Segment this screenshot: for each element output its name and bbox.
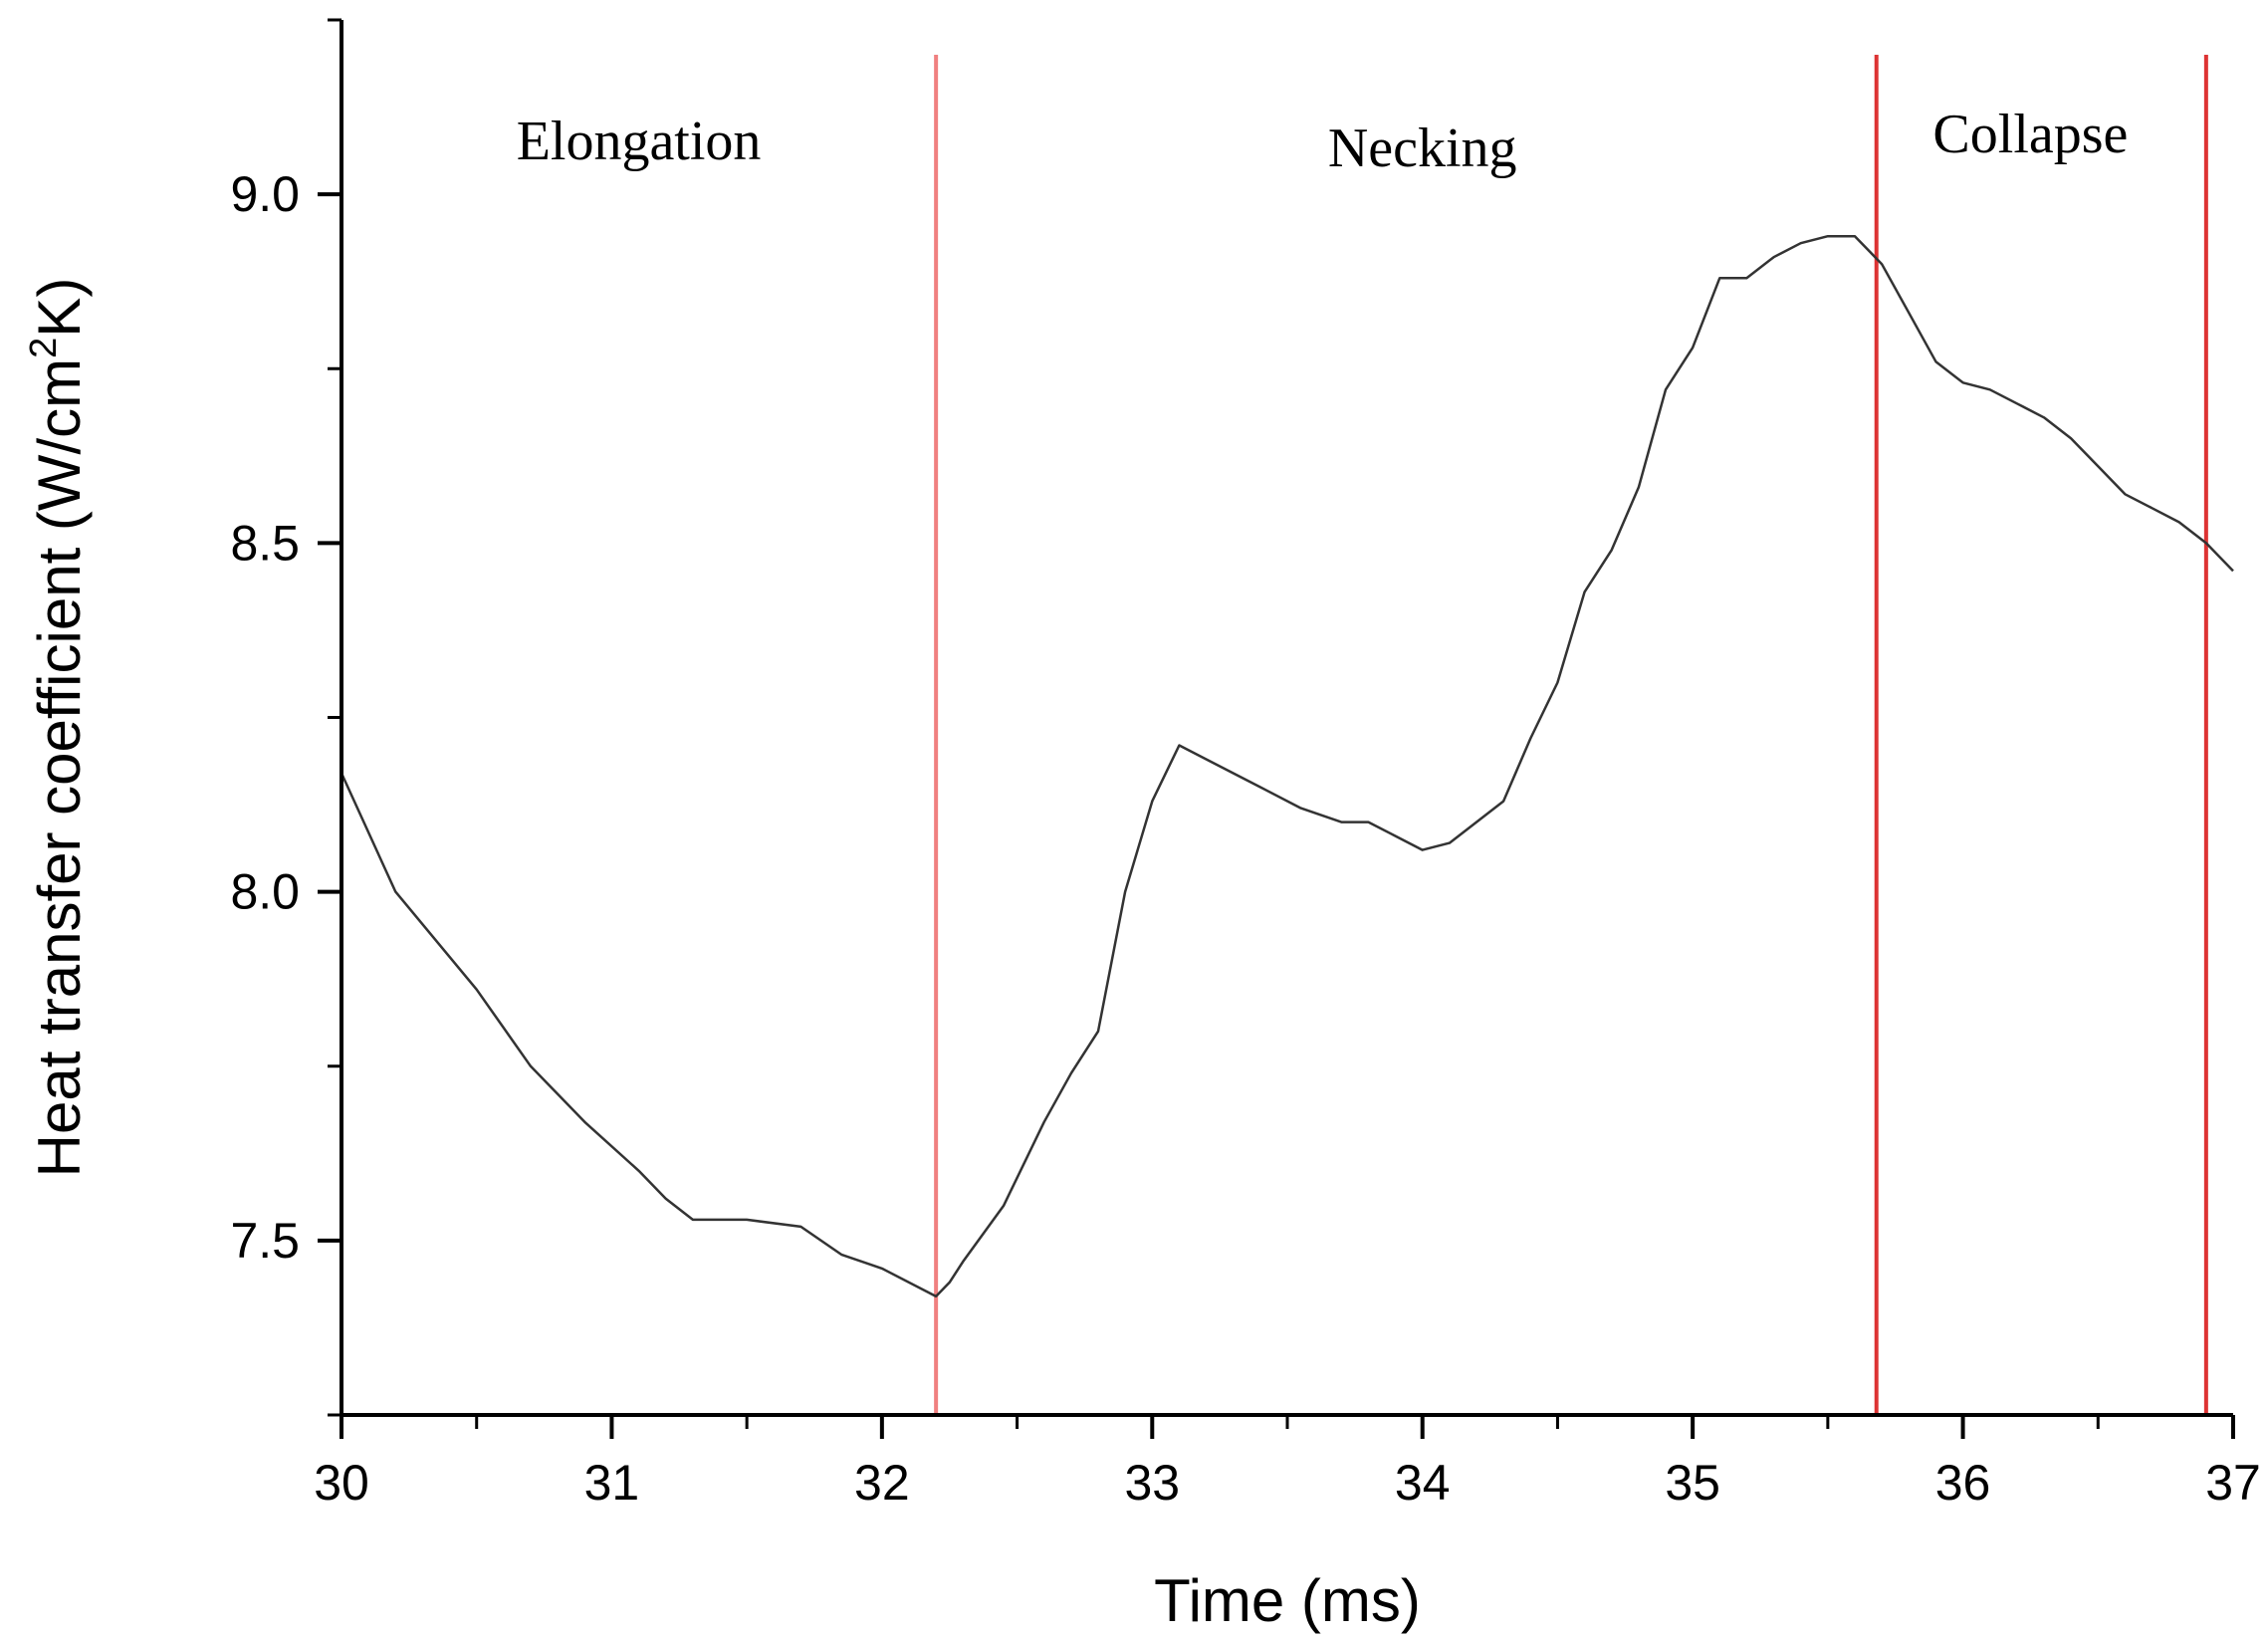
axes <box>340 20 2233 1417</box>
data-series <box>340 234 2234 1298</box>
phase-label: Elongation <box>517 111 762 172</box>
x-tick-label: 37 <box>2205 1455 2261 1511</box>
y-axis-title-end: K) <box>26 278 93 338</box>
y-tick-label: 9.0 <box>230 166 300 222</box>
x-tick-label: 32 <box>854 1455 910 1511</box>
x-tick-label: 31 <box>584 1455 640 1511</box>
phase-label: Collapse <box>1932 104 2128 165</box>
y-tick-label: 7.5 <box>230 1213 300 1269</box>
x-tick-label: 34 <box>1395 1455 1451 1511</box>
x-tick-label: 33 <box>1124 1455 1180 1511</box>
x-tick-label: 35 <box>1665 1455 1720 1511</box>
tick-marks <box>318 18 2235 1439</box>
tick-labels: 30 31 32 33 34 35 36 37 7.5 8.0 8.5 9.0 <box>230 166 2260 1511</box>
y-tick-label: 8.5 <box>230 515 300 571</box>
x-axis-title: Time (ms) <box>1154 1567 1421 1634</box>
y-axis-title-superscript: 2 <box>23 338 65 358</box>
series-line <box>340 234 2234 1298</box>
y-axis-title: Heat transfer coefficient (W/cm2K) <box>23 278 93 1178</box>
phase-boundary-lines <box>934 55 2208 1415</box>
phase-annotations: Elongation Necking Collapse <box>517 104 2129 179</box>
x-tick-label: 30 <box>314 1455 369 1511</box>
x-tick-label: 36 <box>1935 1455 1991 1511</box>
phase-label: Necking <box>1328 117 1517 179</box>
y-axis-title-main: Heat transfer coefficient (W/cm <box>26 358 93 1177</box>
y-tick-label: 8.0 <box>230 864 300 920</box>
